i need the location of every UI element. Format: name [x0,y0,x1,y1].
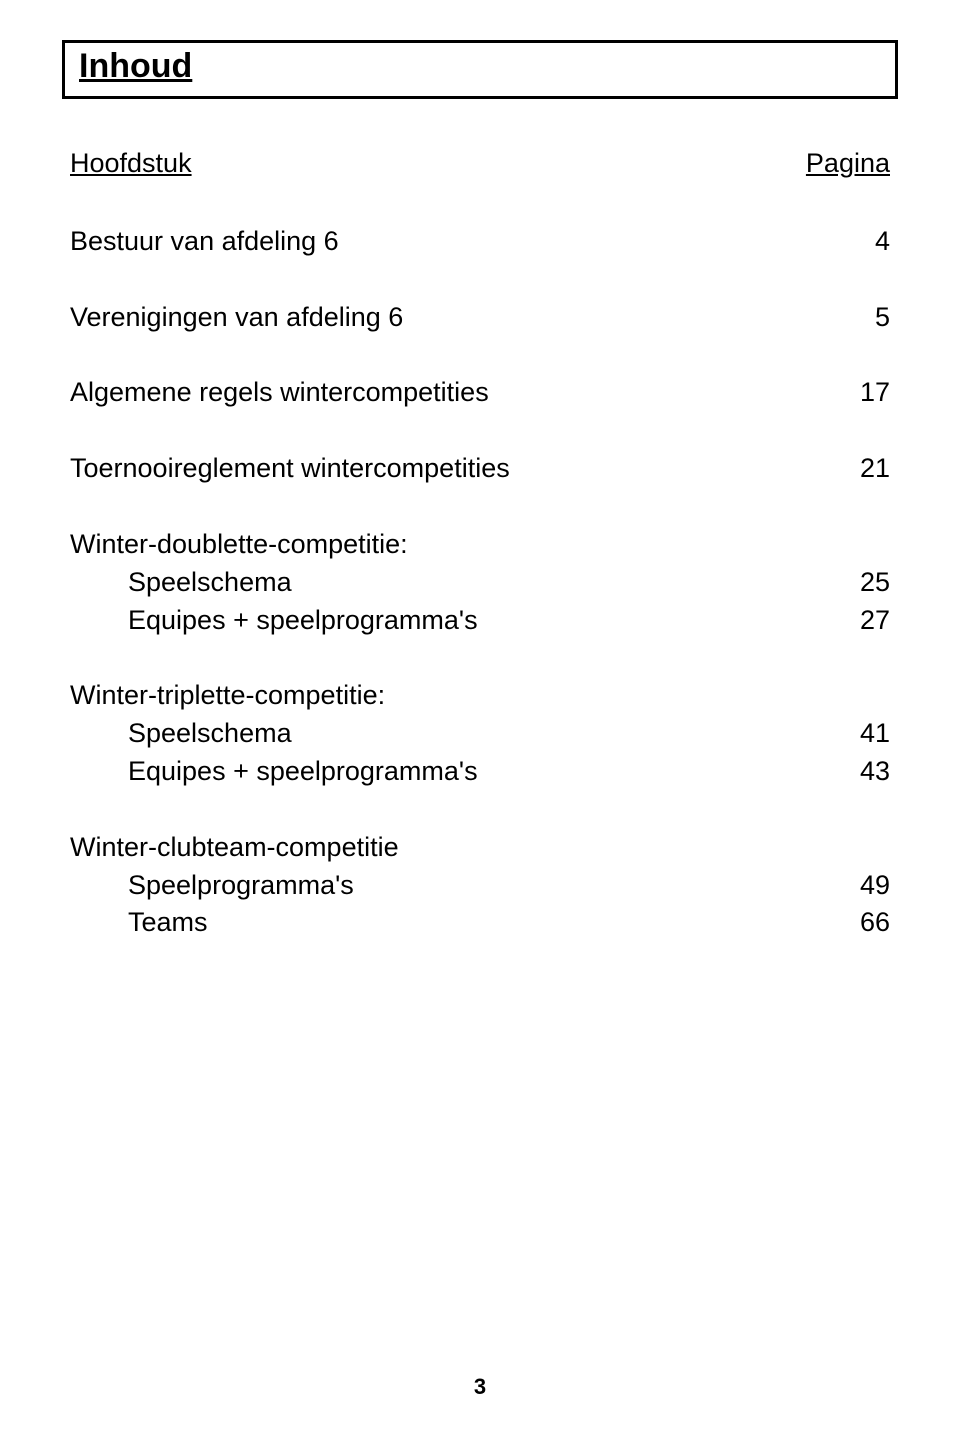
toc-section-label: Teams [70,904,830,942]
toc-header-row: Hoofdstuk Pagina [70,145,890,183]
toc-subrow: Speelprogramma's 49 [70,867,890,905]
toc-page-number: 5 [830,299,890,337]
toc-section-label: Winter-clubteam-competitie [70,829,830,867]
toc-subrow: Equipes + speelprogramma's 27 [70,602,890,640]
toc-row: Algemene regels wintercompetities 17 [70,374,890,412]
toc-page-number: 41 [830,715,890,753]
toc-page-number: 21 [830,450,890,488]
table-of-contents: Hoofdstuk Pagina Bestuur van afdeling 6 … [70,145,890,942]
toc-section-label: Algemene regels wintercompetities [70,374,830,412]
toc-page-number: 49 [830,867,890,905]
title-box: Inhoud [62,40,898,99]
toc-page-number: 25 [830,564,890,602]
page-number-footer: 3 [0,1374,960,1400]
toc-section-label: Bestuur van afdeling 6 [70,223,830,261]
toc-header-section: Hoofdstuk [70,145,806,183]
toc-subrow: Speelschema 41 [70,715,890,753]
toc-section-label: Verenigingen van afdeling 6 [70,299,830,337]
toc-row: Toernooireglement wintercompetities 21 [70,450,890,488]
page-title: Inhoud [79,47,192,85]
toc-group-heading: Winter-triplette-competitie: [70,677,890,715]
toc-row: Bestuur van afdeling 6 4 [70,223,890,261]
toc-group-heading: Winter-doublette-competitie: [70,526,890,564]
toc-section-label: Speelschema [70,564,830,602]
toc-group-heading: Winter-clubteam-competitie [70,829,890,867]
toc-section-label: Speelschema [70,715,830,753]
toc-page-number: 17 [830,374,890,412]
toc-section-label: Winter-doublette-competitie: [70,526,830,564]
toc-section-label: Toernooireglement wintercompetities [70,450,830,488]
toc-section-label: Equipes + speelprogramma's [70,753,830,791]
toc-row: Verenigingen van afdeling 6 5 [70,299,890,337]
toc-section-label: Speelprogramma's [70,867,830,905]
toc-header-page: Pagina [806,145,890,183]
toc-section-label: Winter-triplette-competitie: [70,677,830,715]
toc-subrow: Teams 66 [70,904,890,942]
toc-subrow: Speelschema 25 [70,564,890,602]
toc-subrow: Equipes + speelprogramma's 43 [70,753,890,791]
toc-page-number: 43 [830,753,890,791]
toc-section-label: Equipes + speelprogramma's [70,602,830,640]
toc-page-number: 66 [830,904,890,942]
toc-page-number: 4 [830,223,890,261]
toc-page-number: 27 [830,602,890,640]
